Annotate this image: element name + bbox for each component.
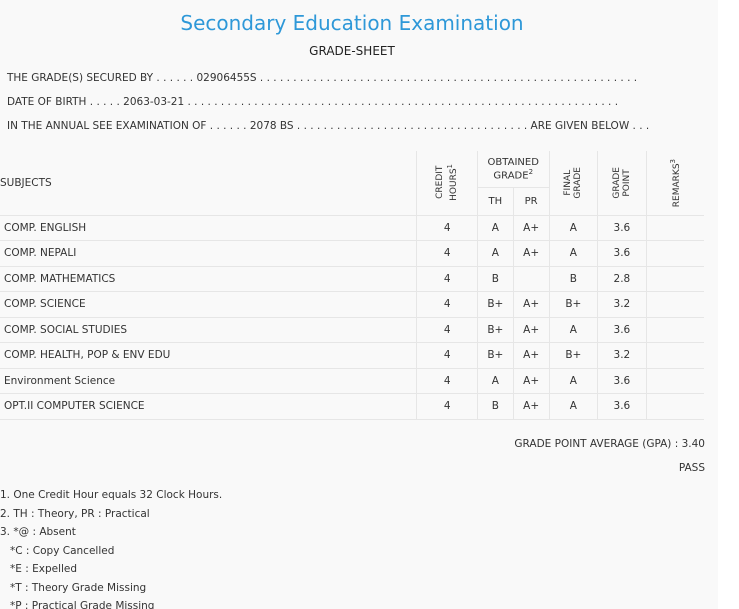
remarks [646,291,704,318]
subject-name: COMP. SCIENCE [0,291,418,318]
table-row: COMP. HEALTH, POP & ENV EDU 4 B+ A+ B+ 3… [0,342,704,369]
grade-sheet: Secondary Education Examination GRADE-SH… [0,11,705,609]
footnote-credit-hour: 1. One Credit Hour equals 32 Clock Hours… [0,489,223,501]
subject-name: COMP. NEPALI [0,240,418,267]
table-row: COMP. SCIENCE 4 B+ A+ B+ 3.2 [0,291,704,318]
final-grade: A [549,368,599,394]
grade-point: 2.8 [597,266,647,292]
credit-hours: 4 [416,266,478,292]
final-grade: A [549,240,599,267]
grade-point: 3.6 [597,393,647,420]
table-row: OPT.II COMPUTER SCIENCE 4 B A+ A 3.6 [0,393,704,420]
credit-hours: 4 [416,368,478,394]
theory-grade: B+ [477,342,514,369]
subject-name: Environment Science [0,368,418,394]
final-grade: B [549,266,599,292]
header-final-grade: FINAL GRADE [549,151,599,216]
footnote-copy-cancelled: *C : Copy Cancelled [10,544,115,557]
final-grade: B+ [549,342,599,369]
practical-grade: A+ [513,368,550,394]
table-row: COMP. NEPALI 4 A A+ A 3.6 [0,240,704,267]
grade-point: 3.2 [597,291,647,318]
table-row: COMP. MATHEMATICS 4 B B 2.8 [0,266,704,292]
practical-grade [513,266,550,292]
gpa-summary: GRADE POINT AVERAGE (GPA) : 3.40 [514,438,705,450]
practical-grade: A+ [513,215,550,241]
header-pr: PR [513,187,550,216]
page-margin [718,0,739,609]
subject-name: COMP. MATHEMATICS [0,266,418,292]
result-status: PASS [678,462,705,474]
grade-point: 3.6 [597,240,647,267]
remarks [646,240,704,267]
grade-point: 3.6 [597,317,647,343]
footnote-practical-missing: *P : Practical Grade Missing [10,600,155,609]
subject-name: COMP. SOCIAL STUDIES [0,317,418,343]
practical-grade: A+ [513,240,550,267]
subject-name: OPT.II COMPUTER SCIENCE [0,393,418,420]
theory-grade: B [477,266,514,292]
final-grade: B+ [549,291,599,318]
info-date-of-birth: DATE OF BIRTH . . . . . 2063-03-21 . . .… [7,96,619,108]
table-row: COMP. ENGLISH 4 A A+ A 3.6 [0,215,704,241]
header-grade-point: GRADE POINT [597,151,647,216]
theory-grade: B [477,393,514,420]
table-row: COMP. SOCIAL STUDIES 4 B+ A+ A 3.6 [0,317,704,343]
practical-grade: A+ [513,291,550,318]
theory-grade: A [477,240,514,267]
grades-table: SUBJECTS CREDIT HOURS1 OBTAINED GRADE2 FIN… [0,151,704,420]
practical-grade: A+ [513,317,550,343]
info-secured-by: THE GRADE(S) SECURED BY . . . . . . 0290… [7,72,638,84]
credit-hours: 4 [416,215,478,241]
header-remarks: REMARKS3 [646,151,704,216]
credit-hours: 4 [416,240,478,267]
grade-point: 3.6 [597,368,647,394]
info-exam-year: IN THE ANNUAL SEE EXAMINATION OF . . . .… [7,120,650,132]
final-grade: A [549,393,599,420]
header-credit-hours: CREDIT HOURS1 [416,151,478,216]
header-obtained-grade: OBTAINED GRADE2 [477,151,550,188]
footnote-th-pr: 2. TH : Theory, PR : Practical [0,507,150,520]
header-subjects: SUBJECTS [0,151,418,216]
remarks [646,342,704,369]
credit-hours: 4 [416,393,478,420]
practical-grade: A+ [513,393,550,420]
sheet-subtitle: GRADE-SHEET [309,44,395,58]
remarks [646,215,704,241]
credit-hours: 4 [416,342,478,369]
grade-point: 3.2 [597,342,647,369]
footnotes: 1. One Credit Hour equals 32 Clock Hours… [0,489,222,609]
theory-grade: A [477,368,514,394]
footnote-expelled: *E : Expelled [10,563,78,575]
final-grade: A [549,317,599,343]
table-row: Environment Science 4 A A+ A 3.6 [0,368,704,394]
header-th: TH [477,187,514,216]
exam-title: Secondary Education Examination [180,11,524,35]
remarks [646,317,704,343]
theory-grade: B+ [477,317,514,343]
footnote-theory-missing: *T : Theory Grade Missing [10,581,147,594]
remarks [646,368,704,394]
grade-point: 3.6 [597,215,647,241]
practical-grade: A+ [513,342,550,369]
final-grade: A [549,215,599,241]
footnote-absent: 3. *@ : Absent [0,526,76,538]
subject-name: COMP. ENGLISH [0,215,418,241]
remarks [646,266,704,292]
credit-hours: 4 [416,317,478,343]
subject-name: COMP. HEALTH, POP & ENV EDU [0,342,418,369]
credit-hours: 4 [416,291,478,318]
theory-grade: A [477,215,514,241]
remarks [646,393,704,420]
theory-grade: B+ [477,291,514,318]
